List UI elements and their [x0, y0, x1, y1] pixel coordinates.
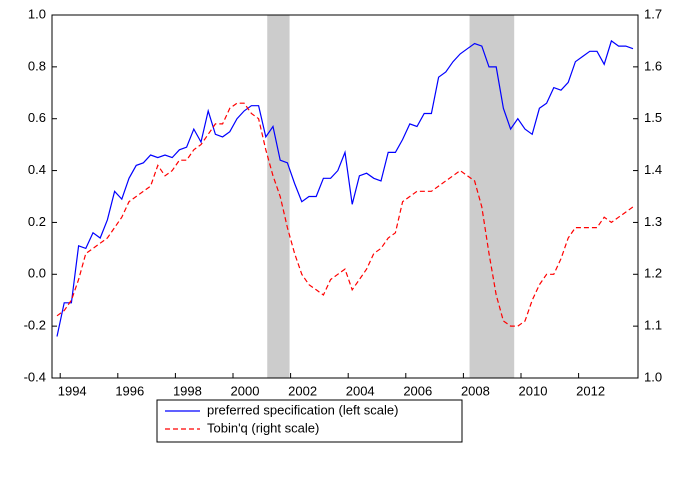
y2-tick-label: 1.0: [644, 369, 662, 384]
y2-tick-label: 1.3: [644, 214, 662, 229]
y2-tick-label: 1.2: [644, 266, 662, 281]
legend-box: [156, 399, 463, 443]
x-tick-label: 1998: [173, 383, 202, 398]
x-tick-label: 1994: [58, 383, 87, 398]
x-tick-label: 2006: [403, 383, 432, 398]
shaded-period: [469, 15, 515, 378]
legend-label: Tobin'q (right scale): [207, 420, 319, 435]
y-tick-label: -0.4: [24, 369, 46, 384]
x-tick-label: 2010: [519, 383, 548, 398]
plot-frame: [51, 14, 639, 379]
y-tick-label: 0.4: [28, 162, 46, 177]
y-tick-label: 0.8: [28, 58, 46, 73]
y-tick-label: 0.6: [28, 110, 46, 125]
y2-tick-label: 1.1: [644, 318, 662, 333]
x-tick-label: 2002: [288, 383, 317, 398]
x-tick-label: 2008: [461, 383, 490, 398]
y2-tick-label: 1.4: [644, 162, 662, 177]
y-tick-label: 0.0: [28, 266, 46, 281]
y-tick-label: 0.2: [28, 214, 46, 229]
y-tick-label: 1.0: [28, 6, 46, 21]
y2-tick-label: 1.6: [644, 58, 662, 73]
series-line: [56, 39, 634, 337]
x-tick-label: 2000: [231, 383, 260, 398]
legend-label: preferred specification (left scale): [207, 402, 398, 417]
shaded-period: [267, 15, 290, 378]
y2-tick-label: 1.7: [644, 6, 662, 21]
y2-tick-label: 1.5: [644, 110, 662, 125]
x-tick-label: 1996: [115, 383, 144, 398]
y-tick-label: -0.2: [24, 318, 46, 333]
x-tick-label: 2004: [346, 383, 375, 398]
x-tick-label: 2012: [576, 383, 605, 398]
series-line: [56, 102, 634, 327]
